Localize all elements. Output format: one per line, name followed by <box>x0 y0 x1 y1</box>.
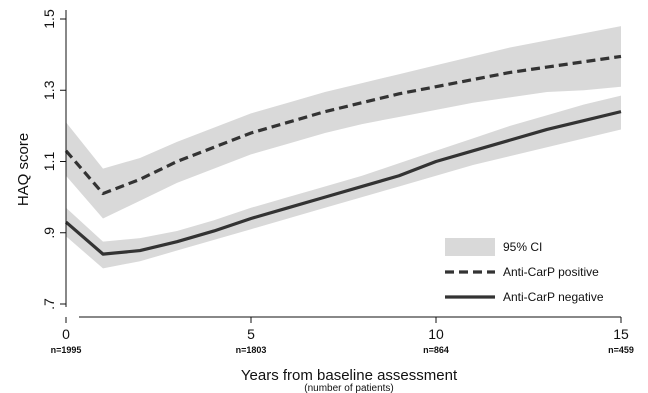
y-axis-title: HAQ score <box>15 133 32 206</box>
legend: 95% CI Anti-CarP positive Anti-CarP negati… <box>445 238 604 304</box>
axes: .7 .9 1.1 1.3 1.5 0 n=1995 5 n=1803 10 n=864 15 n=45… <box>15 9 634 393</box>
y-tick-label: .7 <box>41 298 57 310</box>
ci-bands <box>66 26 621 269</box>
anti-carp-positive-line <box>64 54 622 196</box>
x-axis-title: Years from baseline assessment <box>241 367 458 384</box>
x-axis-subtitle: (number of patients) <box>304 383 394 393</box>
legend-label: 95% CI <box>503 240 542 254</box>
legend-ci-swatch <box>445 238 495 256</box>
legend-label: Anti-CarP negative <box>503 290 604 304</box>
x-tick-label: 5 <box>247 326 255 342</box>
x-tick-label: 0 <box>62 326 70 342</box>
y-tick-label: 1.3 <box>41 80 57 100</box>
patient-count-label: n=1803 <box>236 345 267 355</box>
ci-band-0 <box>66 26 621 219</box>
x-tick-label: 10 <box>428 326 444 342</box>
patient-count-label: n=1995 <box>51 345 82 355</box>
patient-count-label: n=864 <box>423 345 449 355</box>
patient-count-label: n=459 <box>608 345 634 355</box>
anti-carp-negative-line <box>64 110 622 256</box>
ci-band-1 <box>66 95 621 269</box>
legend-label: Anti-CarP positive <box>503 265 599 279</box>
y-tick-label: 1.1 <box>41 152 57 172</box>
x-tick-label: 15 <box>613 326 629 342</box>
y-tick-label: 1.5 <box>41 9 57 29</box>
y-tick-label: .9 <box>41 227 57 239</box>
series-lines <box>64 54 622 256</box>
